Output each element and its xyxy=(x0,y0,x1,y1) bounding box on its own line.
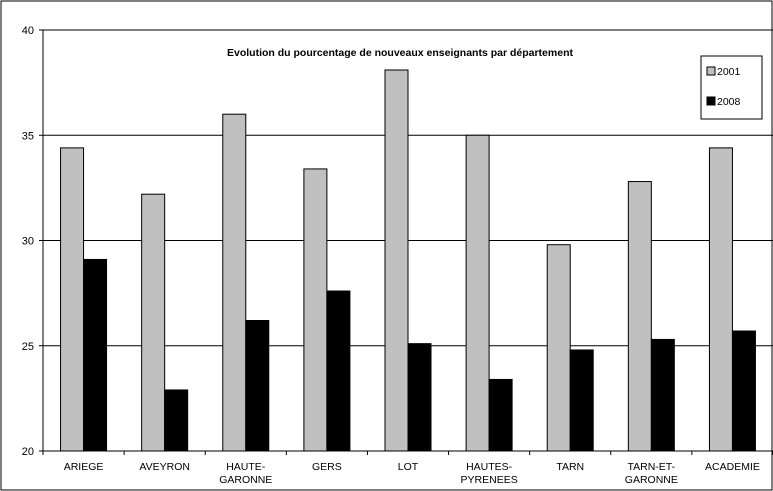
bar-2001-1 xyxy=(141,193,166,452)
bar-2001-0 xyxy=(60,147,85,452)
bar-2001-4 xyxy=(384,69,409,452)
x-tick-label: HAUTES-PYRENEES xyxy=(461,461,518,486)
bar-2001-7 xyxy=(627,181,652,452)
y-tick-label: 35 xyxy=(22,130,34,142)
bar-2008-5 xyxy=(488,378,513,452)
legend-swatch-2008 xyxy=(706,96,716,106)
bar-2008-4 xyxy=(407,343,432,452)
bar-2001-5 xyxy=(465,134,490,452)
bars xyxy=(60,69,756,452)
x-tick-label: ARIEGE xyxy=(64,461,104,473)
legend-swatch-2001 xyxy=(706,66,716,76)
bar-2001-8 xyxy=(708,147,733,452)
x-tick-label: GERS xyxy=(312,461,342,473)
legend-label-2001: 2001 xyxy=(717,66,741,78)
x-tick-label: TARN-ET-GARONNE xyxy=(625,461,678,486)
bar-2001-2 xyxy=(222,113,247,452)
legend-label-2008: 2008 xyxy=(717,96,741,108)
bar-2008-2 xyxy=(245,319,270,452)
bar-2001-6 xyxy=(546,244,571,452)
chart-title: Evolution du pourcentage de nouveaux ens… xyxy=(227,47,573,59)
x-tick-label: AVEYRON xyxy=(139,461,190,473)
x-tick-label: HAUTE-GARONNE xyxy=(219,461,272,486)
legend: 2001 2008 xyxy=(700,55,763,120)
y-tick-label: 25 xyxy=(22,341,34,353)
bar-2008-8 xyxy=(731,330,756,452)
x-tick-label: ACADEMIE xyxy=(705,461,760,473)
bar-2008-7 xyxy=(650,338,675,452)
y-tick-label: 20 xyxy=(22,446,34,458)
y-tick-labels: 20 25 30 35 40 xyxy=(22,25,34,458)
x-tick-label: LOT xyxy=(398,461,419,473)
bar-2008-1 xyxy=(164,389,189,452)
y-tick-label: 30 xyxy=(22,236,34,248)
x-tick-label: TARN xyxy=(556,461,584,473)
bar-2008-0 xyxy=(83,258,108,452)
x-tick-labels: ARIEGE AVEYRON HAUTE-GARONNE GERS LOT HAUTES-… xyxy=(64,461,760,486)
axes xyxy=(39,29,773,455)
bar-2008-3 xyxy=(326,290,351,452)
y-tick-label: 40 xyxy=(22,25,34,37)
bar-2008-6 xyxy=(569,349,594,452)
bar-2001-3 xyxy=(303,168,328,452)
